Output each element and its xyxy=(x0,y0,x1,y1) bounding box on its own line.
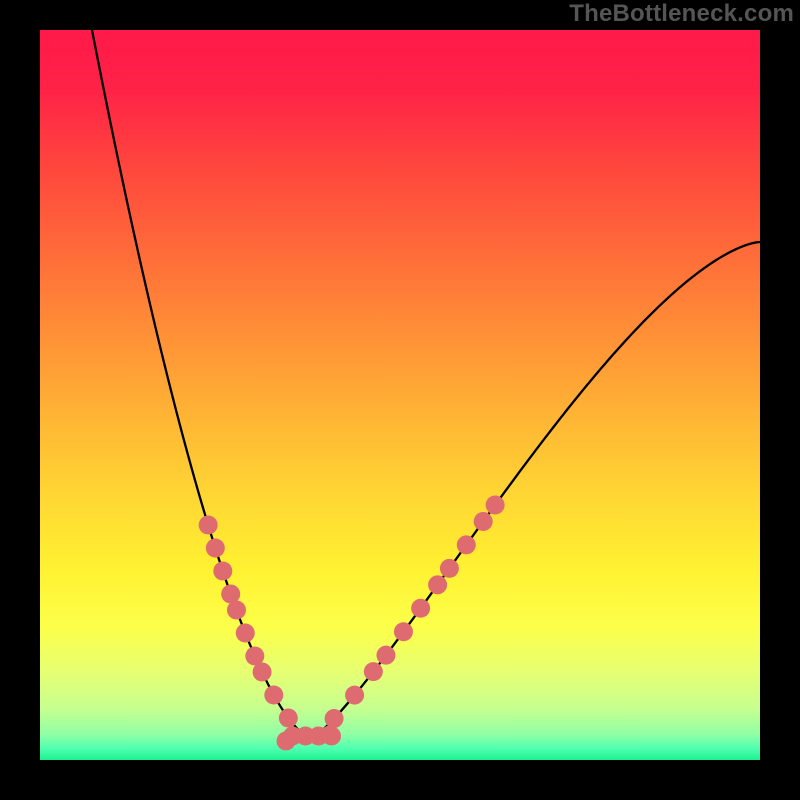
data-dot xyxy=(199,516,218,535)
plot-background xyxy=(40,30,760,760)
data-dot xyxy=(411,599,430,618)
data-dot xyxy=(486,496,505,515)
data-dot xyxy=(474,512,493,531)
data-dot xyxy=(325,709,344,728)
data-dot xyxy=(206,539,225,558)
chart-svg xyxy=(0,0,800,800)
data-dot xyxy=(376,646,395,665)
data-dot xyxy=(428,575,447,594)
data-dot xyxy=(364,662,383,681)
chart-root: TheBottleneck.com xyxy=(0,0,800,800)
data-dot xyxy=(279,709,298,728)
data-dot xyxy=(345,686,364,705)
data-dot xyxy=(236,624,255,643)
data-dot xyxy=(264,686,283,705)
watermark-text: TheBottleneck.com xyxy=(569,0,794,28)
data-dot xyxy=(227,601,246,620)
data-dot xyxy=(322,727,341,746)
data-dot xyxy=(457,535,476,554)
data-dot xyxy=(394,622,413,641)
data-dot xyxy=(440,559,459,578)
data-dot xyxy=(213,562,232,581)
data-dot xyxy=(253,663,272,682)
